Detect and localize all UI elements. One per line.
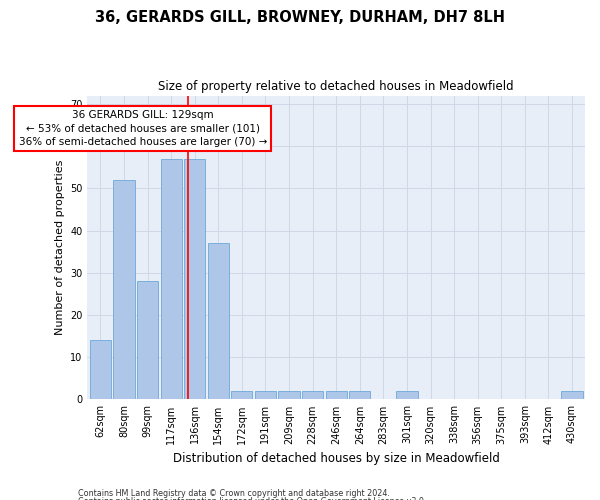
Bar [161,159,182,400]
Text: Contains public sector information licensed under the Open Government Licence v3: Contains public sector information licen… [78,498,427,500]
Bar [278,391,299,400]
Bar [397,391,418,400]
Bar [137,282,158,400]
Text: Contains HM Land Registry data © Crown copyright and database right 2024.: Contains HM Land Registry data © Crown c… [78,488,390,498]
Text: 36, GERARDS GILL, BROWNEY, DURHAM, DH7 8LH: 36, GERARDS GILL, BROWNEY, DURHAM, DH7 8… [95,10,505,25]
Bar [255,391,276,400]
Bar [562,391,583,400]
Bar [113,180,134,400]
Bar [349,391,370,400]
Bar [231,391,253,400]
Bar [208,244,229,400]
Y-axis label: Number of detached properties: Number of detached properties [55,160,65,335]
Title: Size of property relative to detached houses in Meadowfield: Size of property relative to detached ho… [158,80,514,93]
Bar [90,340,111,400]
Bar [302,391,323,400]
Bar [184,159,205,400]
X-axis label: Distribution of detached houses by size in Meadowfield: Distribution of detached houses by size … [173,452,500,465]
Bar [326,391,347,400]
Text: 36 GERARDS GILL: 129sqm
← 53% of detached houses are smaller (101)
36% of semi-d: 36 GERARDS GILL: 129sqm ← 53% of detache… [19,110,267,146]
